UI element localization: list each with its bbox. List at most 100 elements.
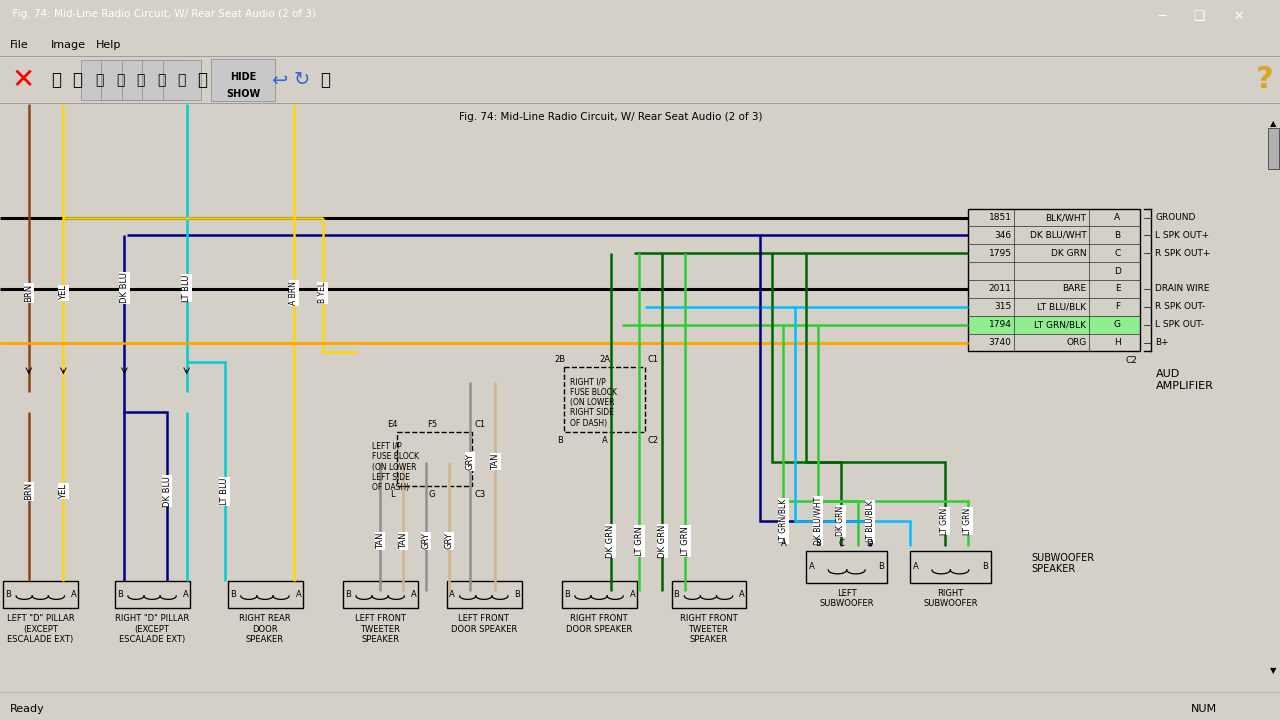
Bar: [672, 580, 746, 608]
Text: ✕: ✕: [12, 66, 35, 94]
Text: Image: Image: [51, 40, 86, 50]
Text: E: E: [1115, 284, 1120, 294]
Text: ▼: ▼: [1270, 666, 1277, 675]
Text: ▲: ▲: [1270, 119, 1277, 128]
Bar: [910, 551, 991, 582]
Bar: [447, 580, 522, 608]
Text: 📄: 📄: [96, 73, 104, 87]
Text: D: D: [1114, 266, 1121, 276]
Text: LT GRN: LT GRN: [963, 508, 973, 535]
Text: A: A: [781, 539, 786, 549]
Text: GROUND: GROUND: [1156, 213, 1196, 222]
Text: DK GRN: DK GRN: [1051, 248, 1087, 258]
Text: F: F: [1115, 302, 1120, 311]
Text: File: File: [10, 40, 29, 50]
Text: TAN: TAN: [398, 533, 408, 549]
Text: BRN: BRN: [24, 482, 33, 500]
Text: 2011: 2011: [988, 284, 1011, 294]
Text: B: B: [878, 562, 884, 571]
Bar: [564, 367, 645, 432]
Text: LEFT FRONT
DOOR SPEAKER: LEFT FRONT DOOR SPEAKER: [451, 614, 517, 634]
Text: RIGHT FRONT
TWEETER
SPEAKER: RIGHT FRONT TWEETER SPEAKER: [680, 614, 737, 644]
Text: C1: C1: [475, 420, 485, 429]
Text: B: B: [673, 590, 680, 599]
Text: LEFT "D" PILLAR
(EXCEPT
ESCALADE EXT): LEFT "D" PILLAR (EXCEPT ESCALADE EXT): [6, 614, 74, 644]
Text: GRY: GRY: [421, 533, 431, 549]
Text: LT GRN: LT GRN: [635, 526, 644, 556]
Text: A: A: [913, 562, 919, 571]
Text: Fig. 74: Mid-Line Radio Circuit, W/ Rear Seat Audio (2 of 3): Fig. 74: Mid-Line Radio Circuit, W/ Rear…: [458, 112, 763, 122]
Text: A: A: [1115, 213, 1120, 222]
Text: A: A: [739, 590, 745, 599]
Text: R SPK OUT-: R SPK OUT-: [1156, 302, 1206, 311]
Text: RIGHT "D" PILLAR
(EXCEPT
ESCALADE EXT): RIGHT "D" PILLAR (EXCEPT ESCALADE EXT): [115, 614, 189, 644]
Text: 1794: 1794: [988, 320, 1011, 329]
Text: A: A: [809, 562, 815, 571]
Text: ?: ?: [1256, 66, 1274, 94]
Text: GRY: GRY: [444, 533, 454, 549]
Text: BARE: BARE: [1062, 284, 1087, 294]
Text: C3: C3: [475, 490, 486, 500]
Text: DRAIN WIRE: DRAIN WIRE: [1156, 284, 1210, 294]
Text: ↩: ↩: [271, 71, 287, 89]
Text: ↻: ↻: [294, 71, 310, 89]
Bar: [398, 432, 472, 487]
Text: L: L: [390, 490, 396, 500]
FancyBboxPatch shape: [81, 60, 119, 100]
Text: 🔍: 🔍: [51, 71, 61, 89]
Text: LEFT FRONT
TWEETER
SPEAKER: LEFT FRONT TWEETER SPEAKER: [355, 614, 406, 644]
Text: 3740: 3740: [988, 338, 1011, 347]
Text: RIGHT I/P
FUSE BLOCK
(ON LOWER
RIGHT SIDE
OF DASH): RIGHT I/P FUSE BLOCK (ON LOWER RIGHT SID…: [571, 377, 617, 428]
Text: A: A: [449, 590, 454, 599]
Text: RIGHT REAR
DOOR
SPEAKER: RIGHT REAR DOOR SPEAKER: [239, 614, 291, 644]
Text: DK BLU/WHT: DK BLU/WHT: [813, 497, 823, 545]
Text: L SPK OUT-: L SPK OUT-: [1156, 320, 1204, 329]
Text: ORG: ORG: [1066, 338, 1087, 347]
Text: B: B: [815, 539, 820, 549]
Text: LT GRN/BLK: LT GRN/BLK: [1034, 320, 1087, 329]
Text: H: H: [1114, 338, 1121, 347]
Text: 346: 346: [995, 231, 1011, 240]
Text: BLK/WHT: BLK/WHT: [1046, 213, 1087, 222]
Text: D: D: [867, 539, 873, 549]
Text: A: A: [411, 590, 416, 599]
Text: B: B: [5, 590, 12, 599]
Text: BRN: BRN: [24, 284, 33, 302]
Text: 🔍: 🔍: [197, 71, 207, 89]
Text: LEFT
SUBWOOFER: LEFT SUBWOOFER: [819, 588, 874, 608]
Text: 📄: 📄: [178, 73, 186, 87]
FancyBboxPatch shape: [101, 60, 140, 100]
Text: SUBWOOFER
SPEAKER: SUBWOOFER SPEAKER: [1032, 553, 1094, 575]
Text: AUD
AMPLIFIER: AUD AMPLIFIER: [1156, 369, 1213, 391]
Text: 📄: 📄: [157, 73, 165, 87]
FancyBboxPatch shape: [163, 60, 201, 100]
Text: A: A: [630, 590, 635, 599]
Text: LT GRN/BLK: LT GRN/BLK: [778, 499, 788, 543]
Text: YEL: YEL: [59, 285, 68, 300]
Text: B: B: [982, 562, 988, 571]
Text: LT BLU/BLK: LT BLU/BLK: [865, 500, 874, 542]
Bar: [115, 580, 191, 608]
Text: A: A: [602, 436, 608, 445]
Text: LEFT I/P
FUSE BLOCK
(ON LOWER
LEFT SIDE
OF DASH): LEFT I/P FUSE BLOCK (ON LOWER LEFT SIDE …: [371, 442, 419, 492]
Text: B YEL: B YEL: [317, 282, 328, 303]
Text: Help: Help: [96, 40, 122, 50]
Text: ❑: ❑: [1194, 9, 1204, 22]
Text: ─: ─: [1158, 9, 1166, 22]
Text: C2: C2: [1125, 356, 1137, 366]
Text: G: G: [429, 490, 435, 500]
Text: 315: 315: [995, 302, 1011, 311]
Bar: [562, 580, 637, 608]
Text: YEL: YEL: [59, 484, 68, 499]
Text: 🖨: 🖨: [320, 71, 330, 89]
Text: C: C: [1115, 248, 1120, 258]
Text: LT BLU/BLK: LT BLU/BLK: [1037, 302, 1087, 311]
Bar: [968, 209, 1140, 351]
Text: DK GRN: DK GRN: [605, 524, 616, 557]
Text: DK BLU/WHT: DK BLU/WHT: [1029, 231, 1087, 240]
Text: A: A: [296, 590, 301, 599]
FancyBboxPatch shape: [142, 60, 180, 100]
Text: SHOW: SHOW: [227, 89, 260, 99]
Text: 📄: 📄: [116, 73, 124, 87]
Text: R SPK OUT+: R SPK OUT+: [1156, 248, 1211, 258]
